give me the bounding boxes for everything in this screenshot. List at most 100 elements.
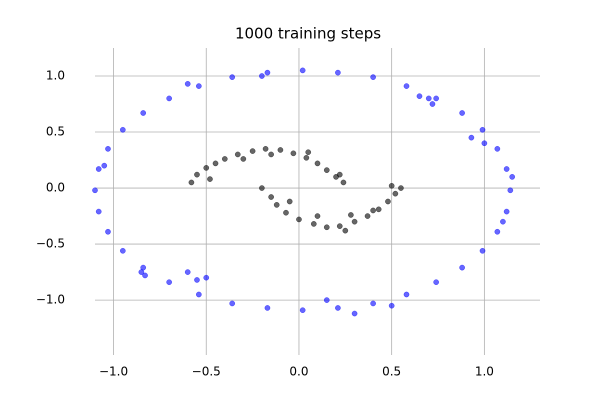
point bbox=[264, 69, 271, 76]
point bbox=[433, 279, 440, 286]
point bbox=[392, 190, 399, 197]
point bbox=[303, 154, 310, 161]
point bbox=[342, 227, 349, 234]
point bbox=[370, 207, 376, 214]
point bbox=[459, 264, 465, 271]
point bbox=[259, 185, 265, 191]
point bbox=[264, 305, 271, 311]
point bbox=[194, 277, 200, 283]
point bbox=[335, 305, 341, 311]
point bbox=[351, 310, 358, 317]
point bbox=[494, 228, 501, 235]
point bbox=[468, 134, 475, 141]
point bbox=[249, 148, 256, 154]
point bbox=[299, 67, 306, 74]
point bbox=[299, 307, 306, 314]
point bbox=[348, 212, 354, 218]
point bbox=[212, 160, 219, 167]
point bbox=[364, 213, 371, 219]
point bbox=[370, 300, 376, 307]
point bbox=[500, 218, 506, 225]
point bbox=[479, 126, 486, 133]
x-tick-label: −0.5 bbox=[192, 365, 221, 379]
point bbox=[388, 182, 395, 189]
point bbox=[481, 140, 488, 147]
point bbox=[166, 279, 173, 286]
point bbox=[323, 224, 330, 231]
point bbox=[323, 297, 330, 303]
point bbox=[184, 269, 191, 275]
point bbox=[375, 206, 382, 213]
point bbox=[296, 216, 302, 223]
point bbox=[184, 81, 191, 87]
point bbox=[277, 147, 284, 153]
y-tick-label: −0.5 bbox=[36, 237, 65, 251]
point bbox=[229, 74, 236, 80]
point bbox=[95, 208, 102, 215]
y-tick-label: −1.0 bbox=[36, 293, 65, 307]
point bbox=[221, 156, 228, 162]
point bbox=[207, 176, 213, 182]
point bbox=[429, 101, 436, 107]
point bbox=[370, 74, 376, 80]
point bbox=[507, 187, 514, 194]
point bbox=[403, 291, 410, 298]
point bbox=[314, 213, 321, 219]
point bbox=[262, 145, 269, 152]
point bbox=[140, 110, 147, 116]
point bbox=[433, 95, 440, 102]
point bbox=[503, 208, 510, 215]
point bbox=[105, 228, 111, 235]
point bbox=[119, 126, 126, 133]
point bbox=[336, 171, 343, 178]
x-tick-label: 0.0 bbox=[289, 365, 308, 379]
point bbox=[310, 221, 317, 227]
point bbox=[195, 83, 202, 89]
point bbox=[229, 300, 236, 307]
point bbox=[203, 165, 210, 171]
point bbox=[101, 162, 108, 169]
point bbox=[138, 269, 145, 275]
point bbox=[509, 174, 516, 180]
point bbox=[203, 274, 210, 281]
point bbox=[142, 272, 148, 279]
point bbox=[403, 83, 410, 89]
point bbox=[273, 202, 280, 208]
point bbox=[336, 223, 343, 229]
point bbox=[240, 156, 247, 162]
point bbox=[459, 110, 465, 116]
point bbox=[425, 95, 432, 102]
point bbox=[166, 95, 173, 102]
point bbox=[479, 247, 486, 254]
y-tick-label: 0.5 bbox=[46, 125, 65, 139]
point bbox=[290, 150, 297, 157]
point bbox=[323, 167, 330, 173]
point bbox=[194, 171, 200, 178]
point bbox=[385, 198, 391, 205]
point bbox=[195, 291, 202, 298]
point bbox=[351, 218, 358, 225]
point bbox=[105, 145, 111, 152]
y-tick-label: 0.0 bbox=[46, 181, 65, 195]
point bbox=[305, 149, 312, 156]
x-tick-label: 1.0 bbox=[475, 365, 494, 379]
point bbox=[416, 93, 423, 100]
point bbox=[119, 247, 126, 254]
point bbox=[314, 160, 321, 167]
y-tick-label: 1.0 bbox=[46, 69, 65, 83]
x-tick-label: −1.0 bbox=[99, 365, 128, 379]
point bbox=[92, 187, 98, 194]
chart-title: 1000 training steps bbox=[235, 25, 381, 43]
point bbox=[95, 166, 102, 172]
point bbox=[388, 302, 395, 309]
point bbox=[283, 209, 289, 216]
x-tick-label: 0.5 bbox=[382, 365, 401, 379]
point bbox=[234, 151, 241, 158]
point bbox=[494, 145, 501, 152]
point bbox=[286, 198, 293, 205]
point bbox=[268, 194, 274, 200]
point bbox=[188, 179, 195, 186]
point bbox=[398, 185, 404, 191]
point bbox=[259, 73, 265, 79]
point bbox=[340, 179, 347, 186]
